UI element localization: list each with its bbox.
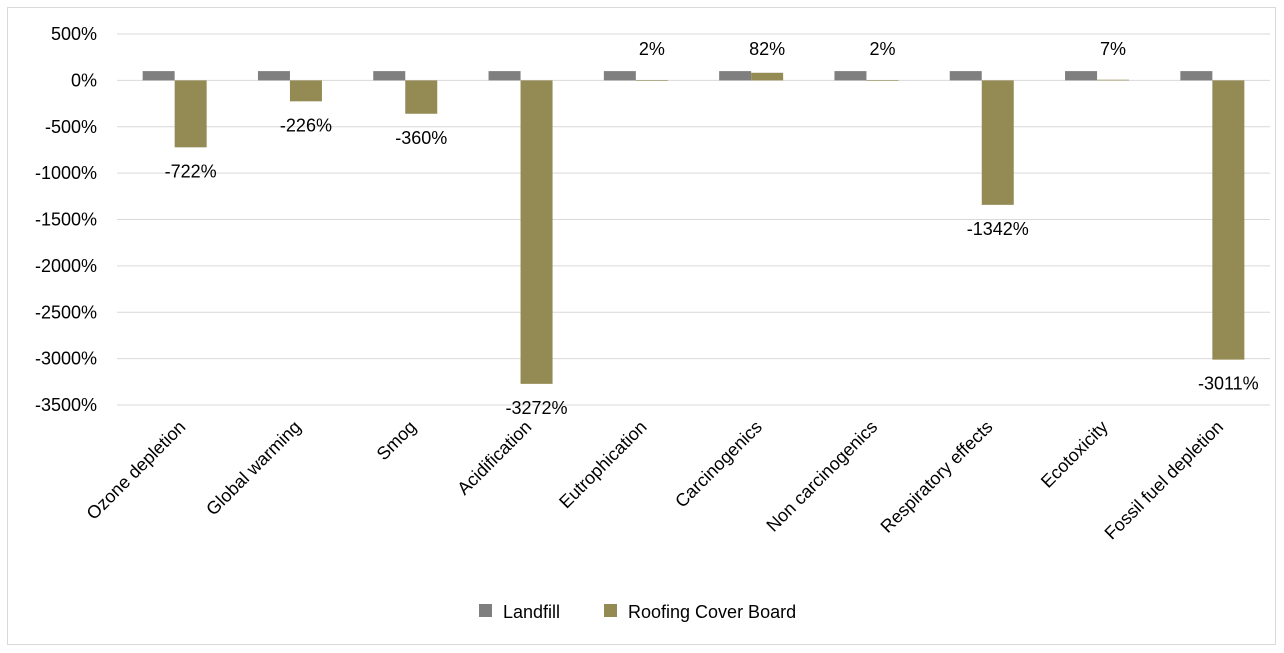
x-tick-label-smog: Smog [373, 417, 420, 464]
y-tick-label: 0% [71, 70, 97, 90]
x-tick-label-non-carcinogenics: Non carcinogenics [762, 417, 881, 536]
x-tick-label-global-warming: Global warming [202, 417, 305, 520]
x-tick-label-carcinogenics: Carcinogenics [671, 417, 766, 512]
y-axis-tick-labels: 500% 0% -500% -1000% -1500% -2000% -2500% -3000… [35, 24, 97, 415]
y-tick-label: -1000% [35, 163, 97, 183]
bar-landfill-ecotoxicity [1065, 71, 1098, 81]
bar-roofing-cover-board-respiratory-effects [981, 80, 1014, 205]
x-tick-label-ecotoxicity: Ecotoxicity [1037, 417, 1112, 492]
legend-swatch-roofing-cover-board [604, 604, 617, 617]
data-label-smog: -360% [395, 128, 447, 148]
bar-roofing-cover-board-carcinogenics [751, 72, 784, 81]
bar-roofing-cover-board-global-warming [289, 80, 322, 102]
bar-landfill-eutrophication [603, 71, 636, 81]
legend-swatch-landfill [479, 604, 492, 617]
bar-landfill-carcinogenics [719, 71, 752, 81]
y-tick-label: -2500% [35, 302, 97, 322]
bar-roofing-cover-board-eutrophication [635, 80, 668, 81]
x-axis-tick-labels: Ozone depletion Global warming Smog Acidifi… [83, 417, 1228, 544]
bar-landfill-smog [373, 71, 406, 81]
data-label-fossil-fuel-depletion: -3011% [1198, 374, 1259, 394]
y-tick-label: -500% [45, 117, 97, 137]
bar-landfill-respiratory-effects [949, 71, 982, 81]
x-tick-label-eutrophication: Eutrophication [555, 417, 651, 513]
y-tick-label: 500% [51, 24, 97, 44]
data-label-non-carcinogenics: 2% [869, 39, 895, 59]
bar-roofing-cover-board-ecotoxicity [1097, 79, 1130, 81]
data-label-carcinogenics: 82% [749, 39, 785, 59]
bar-roofing-cover-board-non-carcinogenics [866, 80, 899, 81]
bar-landfill-ozone-depletion [142, 71, 175, 81]
bar-roofing-cover-board-fossil-fuel-depletion [1212, 80, 1245, 360]
bar-landfill-non-carcinogenics [834, 71, 867, 81]
chart-frame [7, 7, 1276, 645]
data-labels: -722% -226% -360% -3272% 2% 82% 2% -1342% 7% -301… [165, 39, 1259, 418]
y-tick-label: -1500% [35, 210, 97, 230]
x-tick-label-respiratory-effects: Respiratory effects [877, 417, 997, 537]
data-label-eutrophication: 2% [639, 39, 665, 59]
bar-roofing-cover-board-smog [405, 80, 438, 114]
legend-label-landfill: Landfill [503, 602, 560, 622]
x-tick-label-acidification: Acidification [453, 417, 535, 499]
bar-roofing-cover-board-acidification [520, 80, 553, 384]
data-label-respiratory-effects: -1342% [967, 219, 1029, 239]
x-tick-label-fossil-fuel-depletion: Fossil fuel depletion [1101, 417, 1228, 544]
y-tick-label: -2000% [35, 256, 97, 276]
bar-landfill-fossil-fuel-depletion [1180, 71, 1213, 81]
x-tick-label-ozone-depletion: Ozone depletion [83, 417, 190, 524]
y-tick-label: -3000% [35, 349, 97, 369]
bar-landfill-global-warming [257, 71, 290, 81]
legend: Landfill Roofing Cover Board [479, 602, 796, 622]
data-label-acidification: -3272% [506, 398, 568, 418]
data-label-global-warming: -226% [280, 115, 332, 135]
bar-roofing-cover-board-ozone-depletion [174, 80, 207, 148]
y-tick-label: -3500% [35, 395, 97, 415]
data-label-ecotoxicity: 7% [1100, 39, 1126, 59]
bars [142, 71, 1245, 384]
bar-landfill-acidification [488, 71, 521, 81]
data-label-ozone-depletion: -722% [165, 161, 217, 181]
legend-label-roofing-cover-board: Roofing Cover Board [628, 602, 796, 622]
